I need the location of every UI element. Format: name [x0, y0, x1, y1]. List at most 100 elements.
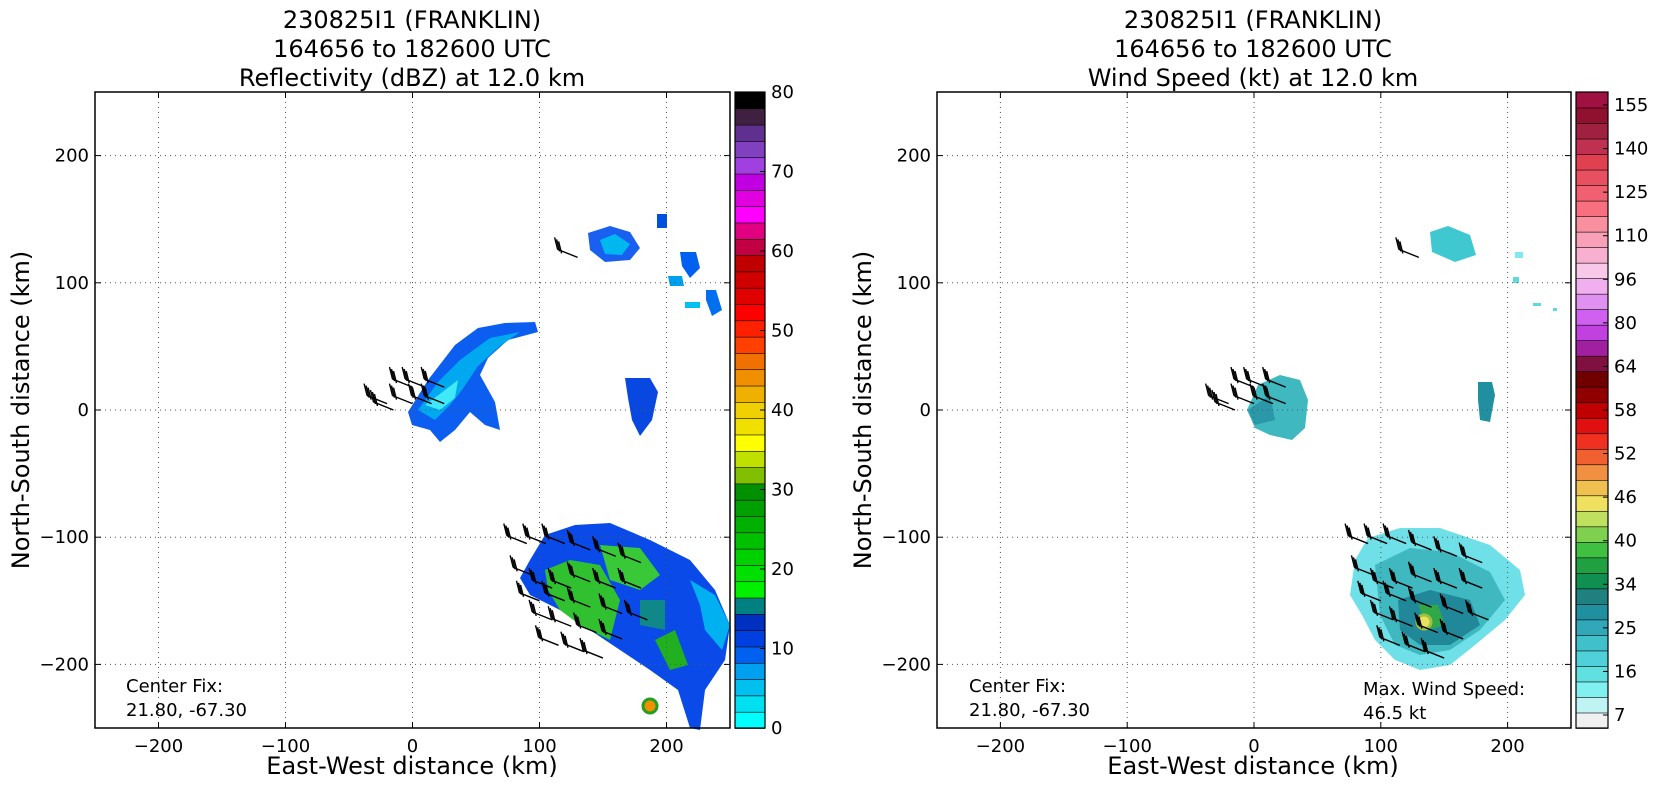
wind-barb [420, 383, 445, 405]
colorbar-swatch [1575, 231, 1609, 248]
colorbar-swatch [734, 254, 766, 273]
wind-north-cell [1430, 226, 1476, 262]
wind-barb [1350, 555, 1375, 577]
wind-small-cell-4 [1553, 308, 1557, 311]
wind-barb [369, 389, 394, 411]
colorbar-swatch [734, 532, 766, 550]
colorbar-swatch [734, 434, 766, 452]
colorbar-swatch [1575, 650, 1609, 667]
wind-barb [1204, 383, 1229, 405]
colorbar-swatch [734, 564, 766, 583]
colorbar-swatch [1575, 463, 1609, 481]
axis-ticks: −200 −100 0 100 200 −200 −100 0 100 200 [882, 92, 1571, 757]
colorbar-swatch [1575, 495, 1609, 512]
reflectivity-panel: 230825I1 (FRANKLIN) 164656 to 182600 UTC… [7, 6, 794, 780]
y-tick-label: 200 [55, 146, 89, 167]
wind-barb [1363, 523, 1388, 545]
wind-barb [1439, 618, 1464, 640]
wind-barb [598, 593, 623, 615]
colorbar-swatch [1575, 417, 1609, 435]
x-tick-label: 100 [522, 736, 556, 757]
wind-barb [388, 366, 413, 388]
wind-barb [1382, 523, 1407, 545]
wind-barb [509, 555, 534, 577]
colorbar-tick-label: 20 [771, 559, 794, 580]
y-tick-label: −100 [882, 527, 931, 548]
wind-barb [388, 383, 413, 405]
wind-barb [407, 383, 432, 405]
colorbar-swatch [734, 205, 766, 224]
wind-barb [1262, 383, 1286, 405]
wind-barb [1344, 523, 1369, 545]
wind-barb [534, 625, 559, 646]
wind-title-line-2: 164656 to 182600 UTC [1114, 35, 1392, 63]
wind-small-cell-3 [1533, 303, 1541, 306]
refl-east-cell [625, 378, 658, 436]
wind-barb [401, 366, 426, 388]
refl-small-cell-1 [657, 214, 667, 228]
y-tick-label: 100 [897, 273, 931, 294]
x-tick-label: −100 [1102, 736, 1151, 757]
reflectivity-x-axis-label: East-West distance (km) [266, 752, 557, 780]
x-tick-label: −200 [134, 736, 183, 757]
refl-rainband-green-3 [655, 630, 688, 670]
colorbar-tick-label: 110 [1614, 226, 1648, 247]
colorbar-tick-label: 155 [1614, 95, 1648, 116]
colorbar-swatch [1575, 386, 1609, 404]
refl-core-center [425, 380, 458, 410]
wind-center-fix-line-1: Center Fix: [969, 676, 1066, 697]
wind-barb [617, 542, 642, 564]
colorbar-swatch [734, 678, 766, 697]
colorbar-swatch [1575, 603, 1609, 621]
colorbar-swatch [1575, 339, 1609, 357]
max-wind-speed-line-2: 46.5 kt [1363, 703, 1426, 724]
x-tick-label: −200 [976, 736, 1025, 757]
colorbar-swatch [734, 711, 766, 729]
wind-barb [1414, 612, 1439, 634]
refl-rainband-teal [640, 600, 665, 630]
colorbar-tick-label: 16 [1614, 661, 1637, 682]
colorbar-swatch [1575, 681, 1609, 698]
wind-barb [1230, 383, 1255, 405]
colorbar-swatch [734, 124, 766, 142]
colorbar-tick-label: 80 [1614, 313, 1637, 334]
refl-rainband-green [545, 560, 620, 640]
wind-barb [1243, 366, 1267, 388]
colorbar-tick-label: 125 [1614, 182, 1648, 203]
colorbar-swatch [734, 352, 766, 371]
colorbar-swatch [1575, 184, 1609, 202]
y-tick-label: 100 [55, 273, 89, 294]
colorbar-swatch [1575, 246, 1609, 264]
colorbar-swatch [1575, 541, 1609, 559]
colorbar-tick-label: 40 [1614, 531, 1637, 552]
colorbar-swatch [1575, 634, 1609, 652]
x-tick-label: 200 [649, 736, 683, 757]
colorbar-swatch [734, 385, 766, 403]
x-tick-label: 100 [1364, 736, 1398, 757]
colorbar-swatch [1575, 572, 1609, 590]
wind-barb [1249, 383, 1274, 405]
wind-barb [1357, 580, 1382, 602]
colorbar-swatch [734, 336, 766, 354]
wind-barb [528, 599, 553, 621]
colorbar-swatch [1575, 324, 1609, 341]
wind-core-cell [1247, 375, 1308, 440]
colorbar-swatch [1575, 107, 1609, 124]
colorbar-swatch [1575, 262, 1609, 279]
wind-core-dark [1248, 395, 1275, 425]
reflectivity-center-fix-line-2: 21.80, -67.30 [126, 700, 247, 721]
reflectivity-title-line-2: 164656 to 182600 UTC [273, 35, 551, 63]
wind-barb [1439, 593, 1464, 615]
colorbar-swatch [734, 695, 766, 713]
colorbar-swatch [1575, 122, 1609, 140]
x-tick-label: 200 [1490, 736, 1524, 757]
colorbar-swatch [734, 238, 766, 256]
wind-east-cell [1478, 382, 1495, 422]
colorbar-tick-label: 52 [1614, 444, 1637, 465]
wind-barb [1369, 599, 1394, 621]
colorbar-swatch [734, 629, 766, 648]
y-tick-label: 200 [897, 146, 931, 167]
axis-ticks: −200 −100 0 100 200 −200 −100 0 100 200 [40, 92, 730, 757]
wind-barb [1388, 606, 1413, 627]
